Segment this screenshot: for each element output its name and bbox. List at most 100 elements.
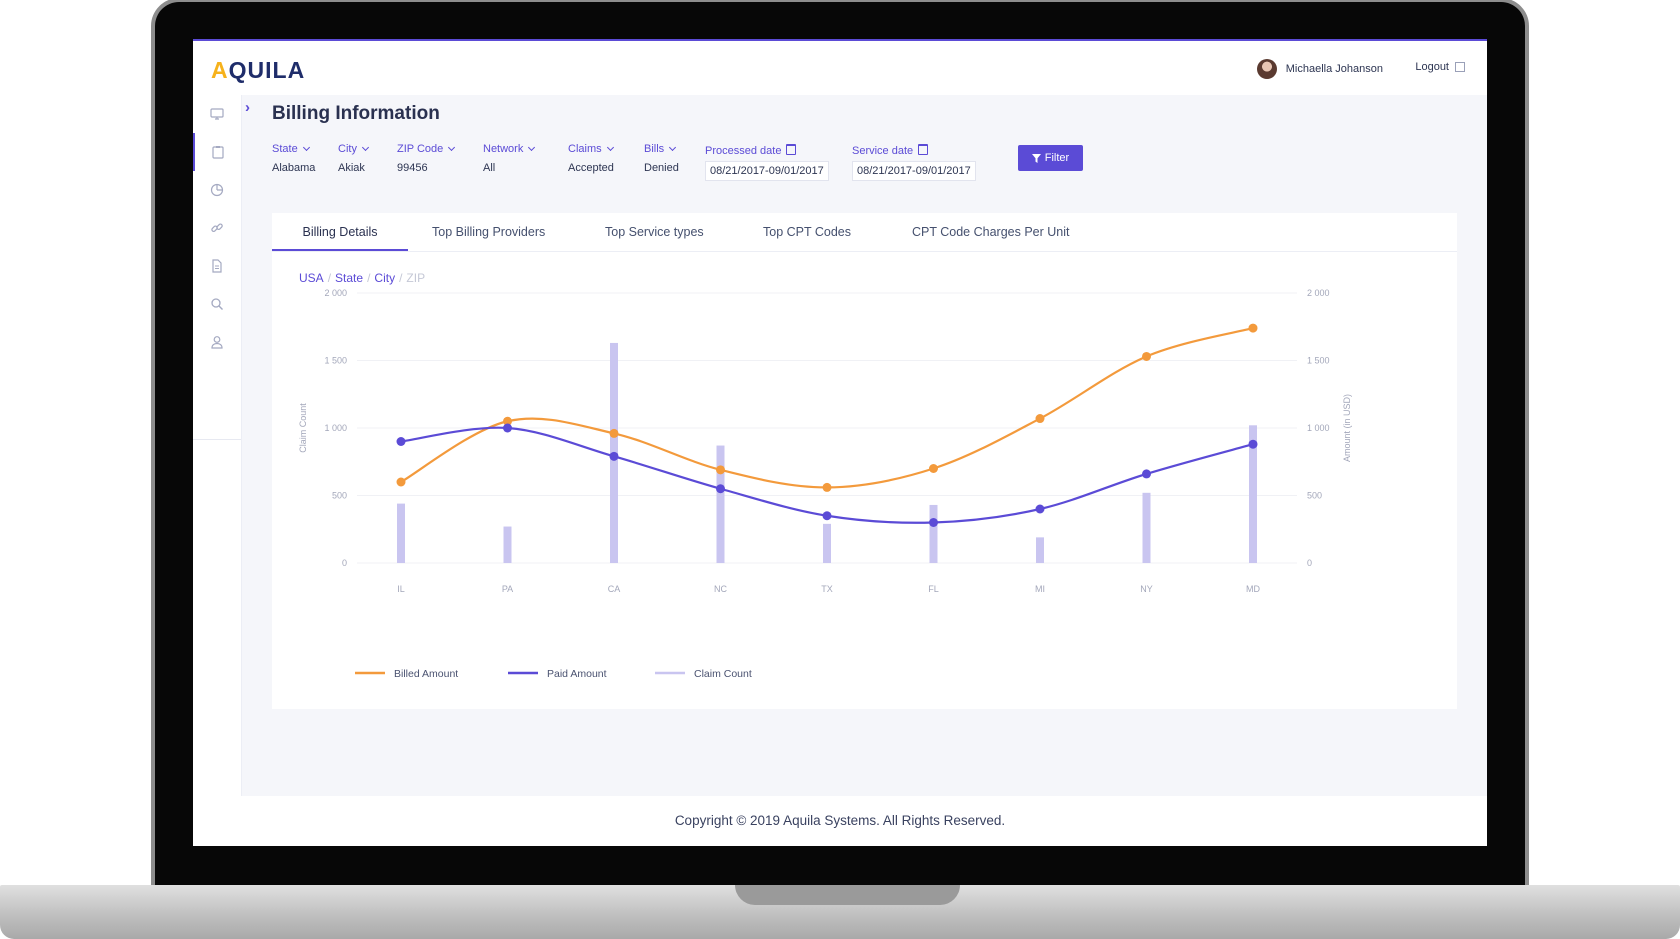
paid-amount-point[interactable] (929, 518, 938, 527)
paid-amount-point[interactable] (396, 437, 406, 446)
claim-count-bar[interactable] (397, 503, 405, 563)
y-tick-right: 500 (1307, 491, 1322, 501)
claim-count-bar[interactable] (1249, 425, 1257, 563)
claims-filter[interactable]: Claims Accepted (568, 143, 614, 174)
bills-filter[interactable]: Bills Denied (644, 143, 679, 174)
claim-count-bar[interactable] (1142, 492, 1151, 563)
avatar[interactable] (1256, 59, 1277, 79)
processed-date-field[interactable]: 08/21/2017-09/01/2017 (705, 161, 829, 181)
tab-cpt-code-charges[interactable]: CPT Code Charges Per Unit (912, 225, 1070, 239)
y-tick-right: 2 000 (1307, 288, 1330, 298)
tab-billing-details[interactable]: Billing Details (272, 213, 408, 251)
zip-filter[interactable]: ZIP Code 99456 (397, 143, 456, 174)
breadcrumb-city[interactable]: City (374, 271, 396, 285)
paid-amount-line (400, 426, 1254, 524)
paid-amount-legend-label[interactable]: Paid Amount (547, 668, 607, 680)
clipboard-icon (212, 146, 224, 159)
chevron-down-icon (448, 143, 456, 152)
logout-button[interactable]: Logout (1415, 61, 1465, 73)
billing-chart: 0 0 500 500 1 000 1 000 1 500 1 500 2 000 2 000 IL… (298, 288, 1352, 680)
city-value: Akiak (338, 162, 365, 174)
chevron-down-icon (606, 143, 614, 152)
billed-amount-point[interactable] (1142, 351, 1151, 361)
filter-button[interactable]: Filter (1018, 145, 1083, 171)
user-name: Michaella Johanson (1285, 63, 1383, 75)
top-bar: AQUILA Michaella Johanson Logout (193, 39, 1487, 95)
laptop-notch (735, 885, 960, 905)
sidebar-item-billing[interactable] (193, 133, 241, 171)
footer: Copyright © 2019 Aquila Systems. All Rig… (193, 796, 1487, 846)
billed-amount-point[interactable] (396, 477, 406, 487)
state-value: Alabama (272, 162, 316, 174)
breadcrumb-state[interactable]: State (335, 271, 364, 285)
paid-amount-point[interactable] (609, 451, 619, 461)
billed-amount-point[interactable] (1035, 414, 1045, 424)
billed-amount-point[interactable] (609, 428, 619, 438)
tab-top-cpt-codes[interactable]: Top CPT Codes (763, 225, 852, 239)
tab-top-billing-providers[interactable]: Top Billing Providers (432, 225, 546, 239)
tab-top-service-types[interactable]: Top Service types (605, 225, 704, 239)
logout-label: Logout (1415, 61, 1449, 73)
billed-amount-legend-label[interactable]: Billed Amount (394, 668, 458, 680)
y-tick-left: 500 (332, 491, 347, 501)
billed-amount-point[interactable] (929, 464, 938, 473)
user-menu[interactable]: Michaella Johanson (1256, 59, 1383, 79)
monitor-icon (210, 108, 224, 120)
claim-count-bar[interactable] (716, 445, 725, 563)
y-tick-right: 1 500 (1307, 356, 1330, 366)
sidebar-item-documents[interactable] (193, 247, 241, 285)
sidebar-item-dashboard[interactable] (193, 95, 241, 133)
sidebar-item-links[interactable] (193, 209, 241, 247)
claim-count-bar[interactable] (929, 504, 938, 563)
paid-amount-point[interactable] (716, 484, 725, 494)
bills-value: Denied (644, 162, 679, 174)
paid-amount-point[interactable] (822, 511, 832, 521)
billed-amount-point[interactable] (822, 482, 832, 492)
breadcrumb-usa[interactable]: USA (299, 271, 324, 285)
y-tick-left: 1 500 (324, 356, 347, 366)
x-tick-label: IL (397, 584, 405, 594)
claim-count-bar[interactable] (823, 523, 831, 563)
claim-count-bar[interactable] (503, 526, 512, 563)
billed-amount-point[interactable] (503, 416, 512, 426)
pie-chart-icon (210, 183, 224, 197)
x-tick-label: MD (1246, 584, 1260, 594)
paid-amount-point[interactable] (1248, 439, 1258, 449)
claim-count-legend-label[interactable]: Claim Count (694, 668, 752, 680)
y-axis-label-left: Claim Count (298, 403, 308, 453)
chevron-down-icon (302, 143, 310, 152)
billed-amount-point[interactable] (1248, 323, 1258, 333)
city-filter[interactable]: City Akiak (338, 143, 369, 174)
breadcrumb: USA / State / City / ZIP (299, 271, 426, 285)
x-tick-label: FL (928, 584, 939, 594)
service-date-filter[interactable]: Service date 08/21/2017-09/01/2017 (852, 143, 976, 181)
page-title: Billing Information (272, 103, 440, 124)
chevron-down-icon (528, 143, 536, 152)
billing-panel: Billing Details Top Billing Providers To… (272, 213, 1457, 709)
y-axis-label-right: Amount (in USD) (1342, 394, 1352, 462)
filter-button-label: Filter (1044, 152, 1070, 164)
billed-amount-line (400, 327, 1254, 489)
y-tick-left: 2 000 (324, 288, 347, 298)
sidebar-item-profile[interactable] (193, 323, 241, 361)
paid-amount-point[interactable] (1142, 469, 1151, 479)
service-date-field[interactable]: 08/21/2017-09/01/2017 (852, 161, 976, 181)
x-tick-label: NC (714, 584, 727, 594)
paid-amount-point[interactable] (503, 423, 512, 433)
calendar-icon (918, 144, 929, 155)
sidebar-item-search[interactable] (193, 285, 241, 323)
claim-count-bar[interactable] (1036, 537, 1044, 563)
document-icon (212, 259, 222, 273)
x-tick-label: TX (821, 584, 833, 594)
processed-date-filter[interactable]: Processed date 08/21/2017-09/01/2017 (705, 143, 829, 181)
aquila-logo[interactable]: AQUILA (211, 57, 306, 83)
billed-amount-point[interactable] (716, 465, 725, 475)
sidebar (193, 95, 242, 796)
sidebar-expand-chevron-icon[interactable]: › (245, 99, 250, 116)
paid-amount-point[interactable] (1035, 504, 1045, 514)
y-tick-left: 1 000 (324, 423, 347, 433)
x-tick-label: MI (1035, 584, 1045, 594)
network-filter[interactable]: Network All (483, 143, 536, 174)
state-filter[interactable]: State Alabama (272, 143, 316, 174)
sidebar-item-reports[interactable] (193, 171, 241, 209)
